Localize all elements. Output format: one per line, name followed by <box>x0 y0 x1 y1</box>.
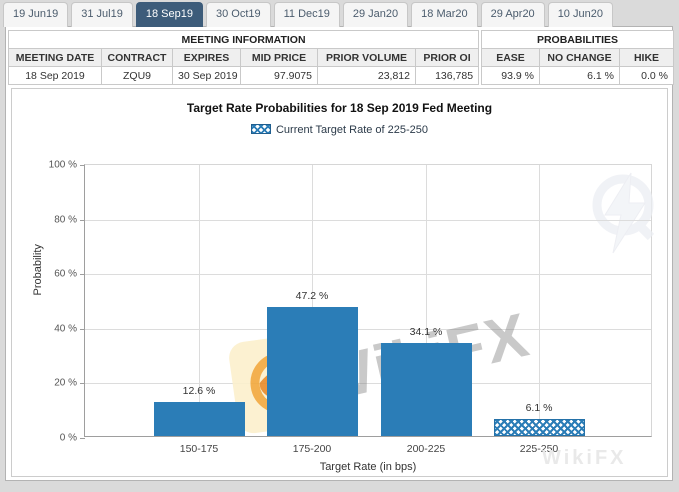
bar-value-label: 47.2 % <box>295 290 329 302</box>
y-tick-mark <box>80 438 85 439</box>
meeting-info-col-header: PRIOR VOLUME <box>317 48 416 67</box>
main-panel: MEETING INFORMATION MEETING DATE CONTRACT E… <box>5 26 675 481</box>
probabilities-col-header: HIKE <box>618 48 675 67</box>
y-tick-label: 40 % <box>54 323 77 335</box>
meeting-info-col-header: CONTRACT <box>101 48 173 67</box>
bar-225-250 <box>493 419 585 436</box>
y-tick-label: 80 % <box>54 214 77 226</box>
legend-label: Current Target Rate of 225-250 <box>275 124 429 136</box>
y-gridline <box>85 383 651 384</box>
meeting-info-value: 97.9075 <box>240 66 318 85</box>
probabilities-value: 93.9 % <box>481 66 540 85</box>
meeting-info-value: ZQU9 <box>101 66 173 85</box>
x-gridline <box>426 165 427 436</box>
meeting-information-table: MEETING INFORMATION MEETING DATE CONTRACT E… <box>7 30 480 85</box>
y-axis-title: Probability <box>32 243 44 295</box>
meeting-info-title: MEETING INFORMATION <box>7 30 480 49</box>
y-gridline <box>85 274 651 275</box>
bar-150-175 <box>153 402 245 436</box>
tab-10-jun20[interactable]: 10 Jun20 <box>547 2 613 27</box>
meeting-info-col-header: EXPIRES <box>172 48 241 67</box>
probabilities-table: PROBABILITIES EASE NO CHANGE HIKE 93.9 % 6.1 … <box>480 30 675 85</box>
probabilities-col-header: EASE <box>481 48 540 67</box>
chart-legend: Current Target Rate of 225-250 <box>12 124 667 136</box>
y-tick-label: 0 % <box>59 432 77 444</box>
fedwatch-chart: Target Rate Probabilities for 18 Sep 201… <box>11 88 668 477</box>
chart-title: Target Rate Probabilities for 18 Sep 201… <box>186 101 493 115</box>
probabilities-value: 6.1 % <box>539 66 620 85</box>
x-gridline <box>312 165 313 436</box>
wikifx-bottom-watermark: WikiFX <box>542 447 627 469</box>
meeting-info-value: 136,785 <box>414 66 480 85</box>
probabilities-title: PROBABILITIES <box>480 30 675 49</box>
probabilities-value: 0.0 % <box>618 66 675 85</box>
tab-11-dec19[interactable]: 11 Dec19 <box>273 2 340 27</box>
y-tick-mark <box>80 220 85 221</box>
x-tick-label: 175-200 <box>292 443 332 455</box>
tab-31-jul19[interactable]: 31 Jul19 <box>71 2 133 27</box>
probabilities-col-header: NO CHANGE <box>539 48 620 67</box>
tab-19-jun19[interactable]: 19 Jun19 <box>3 2 69 27</box>
y-tick-mark <box>80 274 85 275</box>
bar-175-200 <box>266 307 358 436</box>
tab-18-mar20[interactable]: 18 Mar20 <box>411 2 478 27</box>
bar-value-label: 12.6 % <box>182 385 216 397</box>
y-gridline <box>85 329 651 330</box>
x-axis-title: Target Rate (in bps) <box>319 461 417 473</box>
meeting-info-col-header: PRIOR OI <box>414 48 480 67</box>
plot-area: WikiFX 100 %80 %60 %40 %20 %0 %12.6 %150… <box>49 160 655 455</box>
y-tick-label: 20 % <box>54 377 77 389</box>
y-tick-label: 100 % <box>48 159 77 171</box>
tab-29-apr20[interactable]: 29 Apr20 <box>480 2 545 27</box>
quandl-lightning-icon <box>585 171 661 260</box>
meeting-info-col-header: MEETING DATE <box>8 48 102 67</box>
tab-29-jan20[interactable]: 29 Jan20 <box>342 2 409 27</box>
legend-hatch-swatch <box>250 124 271 134</box>
meeting-date-tab-bar: 19 Jun19 31 Jul19 18 Sep19 30 Oct19 11 Dec19… <box>3 2 616 27</box>
y-tick-label: 60 % <box>54 268 77 280</box>
bar-value-label: 6.1 % <box>525 402 553 414</box>
x-tick-label: 225-250 <box>519 443 559 455</box>
x-tick-label: 150-175 <box>179 443 219 455</box>
x-gridline <box>199 165 200 436</box>
bar-value-label: 34.1 % <box>409 326 443 338</box>
meeting-info-value: 30 Sep 2019 <box>172 66 241 85</box>
y-tick-mark <box>80 329 85 330</box>
tab-18-sep19[interactable]: 18 Sep19 <box>135 2 203 27</box>
y-tick-mark <box>80 165 85 166</box>
x-tick-label: 200-225 <box>406 443 446 455</box>
tab-30-oct19[interactable]: 30 Oct19 <box>205 2 271 27</box>
y-gridline <box>85 220 651 221</box>
meeting-info-value: 18 Sep 2019 <box>8 66 102 85</box>
meeting-info-col-header: MID PRICE <box>240 48 318 67</box>
x-gridline <box>539 165 540 436</box>
bar-200-225 <box>380 343 472 436</box>
y-tick-mark <box>80 383 85 384</box>
meeting-info-value: 23,812 <box>317 66 416 85</box>
